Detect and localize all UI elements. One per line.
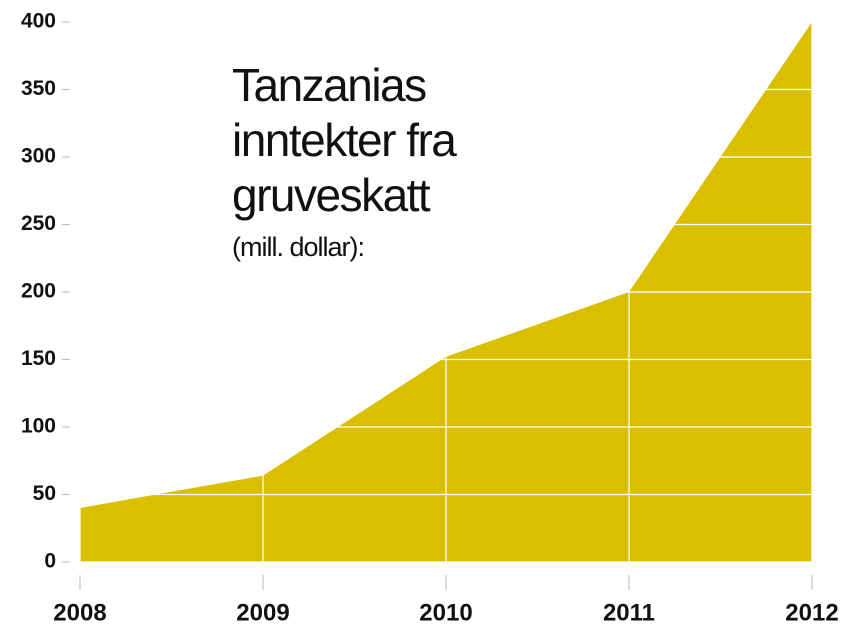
x-tick-label: 2010 (419, 599, 472, 626)
y-tick-label: 50 (33, 482, 56, 505)
y-tick-label: 350 (21, 77, 56, 100)
y-tick-label: 150 (21, 347, 56, 370)
chart-subtitle: (mill. dollar): (232, 232, 365, 262)
x-tick-label: 2008 (53, 599, 106, 626)
y-tick-label: 400 (21, 10, 56, 33)
chart-title: Tanzanias inntekter fra gruveskatt (232, 59, 457, 221)
y-tick-label: 200 (21, 280, 56, 303)
x-tick-label: 2011 (603, 599, 655, 626)
x-tick-label: 2009 (236, 599, 289, 626)
y-tick-label: 0 (44, 550, 56, 573)
x-tick-label: 2012 (785, 599, 838, 626)
y-tick-label: 300 (21, 145, 56, 168)
y-tick-label: 250 (21, 212, 56, 235)
y-tick-label: 100 (21, 415, 56, 438)
